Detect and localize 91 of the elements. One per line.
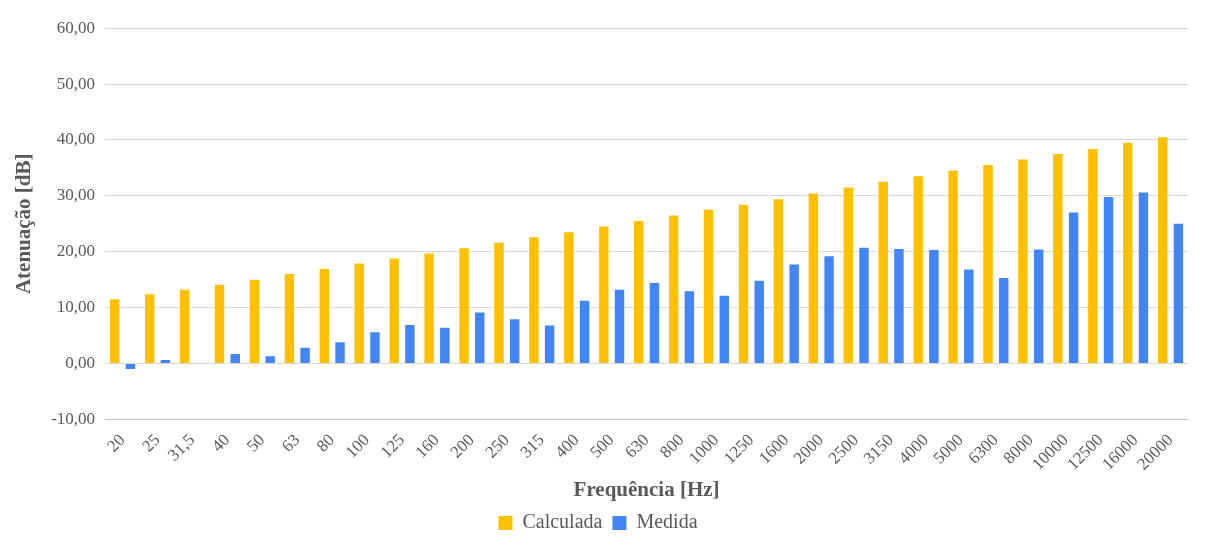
x-tick-label: 6300: [964, 430, 1002, 468]
x-tick-label: 630: [621, 430, 653, 462]
bar: [354, 263, 364, 363]
bar: [824, 256, 834, 363]
bar: [703, 209, 714, 363]
x-tick-label: 400: [551, 430, 583, 462]
bar: [160, 360, 171, 363]
bar: [424, 253, 434, 363]
bar: [614, 289, 625, 363]
bar: [738, 204, 749, 363]
bar: [300, 347, 310, 363]
bar: [370, 332, 380, 363]
x-tick-label: 25: [138, 430, 164, 456]
bar: [859, 247, 869, 363]
bar: [249, 279, 260, 363]
x-tick-label: 125: [376, 430, 409, 462]
y-tick-label: 60,00: [56, 17, 96, 37]
bar: [564, 232, 574, 363]
x-tick-label: 31,5: [163, 430, 199, 465]
y-tick-label: 10,00: [56, 297, 96, 317]
bar: [668, 215, 679, 363]
x-tick-label: 250: [481, 430, 513, 462]
y-axis-title: Atenuação [dB]: [11, 153, 36, 295]
bar: [1157, 137, 1168, 363]
bar: [649, 282, 660, 363]
bar: [440, 327, 450, 363]
bar: [719, 295, 729, 363]
bar: [284, 274, 295, 363]
y-tick-label: 20,00: [56, 241, 96, 261]
y-tick-label: 30,00: [56, 185, 96, 205]
bar: [475, 312, 485, 363]
x-tick-label: 160: [411, 430, 443, 462]
bar: [878, 181, 888, 363]
bar: [110, 299, 120, 363]
legend-label: Medida: [636, 510, 698, 533]
bar: [529, 237, 539, 363]
bar: [389, 258, 399, 363]
bar: [319, 269, 330, 363]
bar: [459, 248, 469, 363]
x-tick-label: 20: [103, 430, 129, 456]
bar: [894, 248, 904, 363]
bar: [843, 187, 853, 363]
bar: [1033, 249, 1044, 363]
bar: [684, 291, 695, 363]
bar: [230, 353, 240, 363]
bar: [913, 176, 923, 363]
bar: [633, 220, 644, 363]
bar: [544, 325, 555, 363]
bar: [964, 269, 974, 363]
bar: [1053, 153, 1063, 363]
x-tick-label: 500: [586, 430, 618, 462]
legend-label: Calculada: [522, 510, 603, 533]
bar: [579, 300, 590, 363]
bar: [509, 319, 520, 363]
bar: [929, 250, 939, 363]
bar: [599, 226, 609, 363]
x-tick-label: 63: [277, 430, 304, 456]
y-tick-label: 40,00: [56, 129, 96, 149]
bar: [494, 242, 504, 363]
x-tick-label: 200: [446, 430, 478, 462]
bar: [214, 284, 225, 363]
bar: [1173, 223, 1184, 363]
y-tick-label: 50,00: [56, 73, 96, 93]
y-tick-label: 0,00: [65, 352, 96, 372]
x-tick-label: 315: [516, 430, 548, 462]
bar: [1138, 192, 1149, 363]
x-tick-label: 100: [341, 430, 374, 462]
x-tick-label: 800: [656, 430, 688, 462]
bar: [405, 324, 415, 363]
x-tick-label: 50: [242, 430, 269, 456]
x-tick-label: 80: [312, 430, 339, 456]
bar: [1123, 142, 1133, 363]
bar: [773, 199, 784, 363]
bar: [789, 264, 799, 363]
bar: [999, 277, 1009, 363]
bar: [1103, 196, 1114, 363]
bar: [808, 193, 819, 363]
x-tick-label: 40: [207, 430, 234, 456]
bar: [1068, 212, 1079, 363]
bar: [983, 165, 993, 363]
bar: [335, 342, 345, 363]
bar: [1088, 148, 1098, 363]
bar: [754, 280, 764, 363]
bar: [1018, 159, 1028, 363]
bar: [948, 170, 958, 363]
bar: [179, 289, 190, 363]
y-tick-label: -10,00: [51, 408, 96, 428]
bar: [265, 356, 275, 363]
bar: [144, 294, 155, 363]
x-axis-title: Frequência [Hz]: [573, 476, 720, 501]
bar: [125, 363, 136, 370]
